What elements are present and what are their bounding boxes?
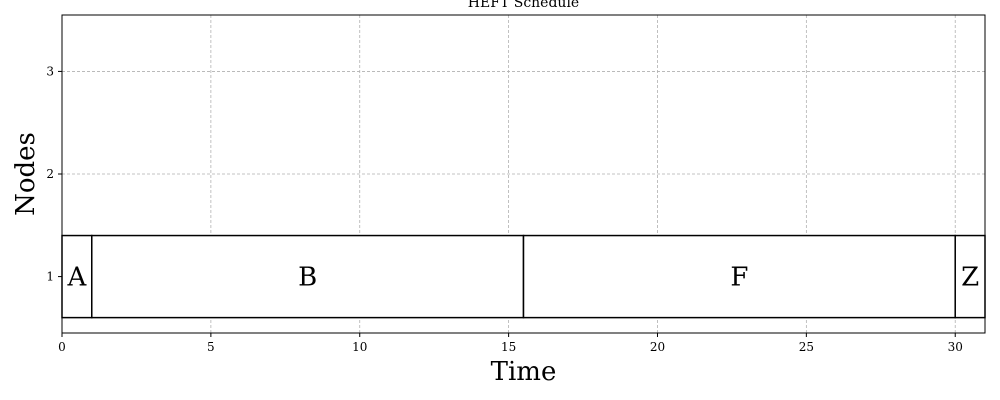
x-tick-label: 30 (948, 340, 963, 354)
task-bar-a (61, 234, 93, 319)
x-tick-label: 25 (799, 340, 814, 354)
x-tick-label: 15 (501, 340, 516, 354)
task-label-a: A (66, 263, 87, 293)
x-tick-label: 5 (207, 340, 215, 354)
task-label-f: F (730, 263, 748, 293)
y-axis-label: Nodes (11, 132, 41, 216)
task-label-z: Z (961, 263, 979, 293)
y-tick-label: 3 (46, 64, 54, 78)
x-tick-label: 10 (352, 340, 367, 354)
x-axis-label: Time (491, 357, 557, 387)
task-bar-f (522, 234, 956, 319)
y-tick-label: 1 (46, 270, 54, 284)
x-tick-label: 0 (58, 340, 66, 354)
y-tick-label: 2 (46, 167, 54, 181)
task-label-b: B (298, 263, 317, 293)
chart-title: HEFT Schedule (468, 0, 579, 11)
task-bar-z (954, 234, 986, 319)
axis-ticks: 0 5 10 15 20 25 30 1 2 3 (46, 64, 963, 354)
x-tick-label: 20 (650, 340, 665, 354)
task-bars (61, 234, 986, 319)
